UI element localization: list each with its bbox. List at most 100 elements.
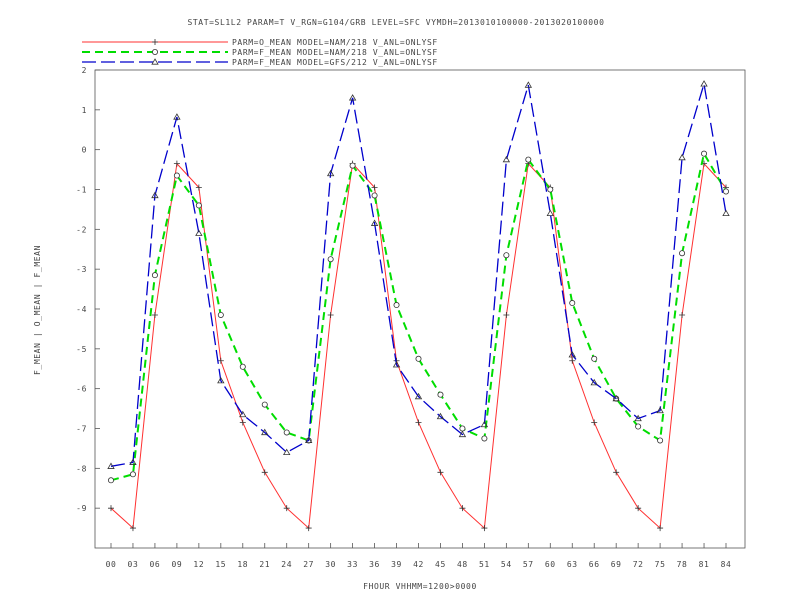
legend-entry-3: PARM=F_MEAN MODEL=GFS/212 V_ANL=ONLYSF: [82, 58, 437, 67]
data-point: [195, 184, 202, 191]
data-point: [657, 525, 664, 532]
data-point: [173, 160, 180, 167]
x-tick-label: 27: [303, 560, 314, 569]
data-point: [459, 505, 466, 512]
x-tick-label: 81: [699, 560, 710, 569]
x-tick-label: 51: [479, 560, 490, 569]
data-point: [217, 357, 224, 364]
series-line-2: [110, 150, 727, 482]
x-tick-label: 15: [215, 560, 226, 569]
data-point: [304, 436, 313, 444]
data-point: [151, 191, 159, 199]
x-tick-label: 00: [106, 560, 117, 569]
x-tick-label: 57: [523, 560, 534, 569]
y-tick-label: -3: [76, 265, 87, 274]
data-point: [656, 406, 664, 414]
data-point: [151, 311, 158, 318]
x-tick-label: 33: [347, 560, 358, 569]
data-point: [195, 202, 202, 209]
data-point: [283, 448, 291, 455]
data-point: [568, 351, 576, 358]
data-point: [502, 155, 511, 163]
data-point: [239, 410, 247, 418]
data-point: [173, 172, 180, 179]
data-point: [503, 311, 510, 318]
x-tick-label: 39: [391, 560, 402, 569]
legend-entry-2: PARM=F_MEAN MODEL=NAM/218 V_ANL=ONLYSF: [82, 48, 437, 57]
data-point: [634, 414, 642, 422]
x-axis: 00 03 06 09 12 15 18 21 24 27 30 33 36 39 42 45 48 51 54 57…: [106, 543, 732, 569]
y-tick-label: -2: [76, 225, 87, 234]
data-point: [327, 256, 334, 263]
series-line-1: [110, 162, 727, 530]
y-tick-label: 1: [82, 106, 87, 115]
series-line-3: [110, 83, 727, 467]
data-point: [591, 419, 598, 426]
x-axis-label: FHOUR VHHMM=1200>0000: [363, 582, 477, 591]
data-point: [481, 525, 488, 532]
data-point: [283, 505, 290, 512]
series-layer: [107, 80, 730, 532]
data-point: [129, 471, 136, 478]
data-point: [173, 113, 181, 120]
data-point: [436, 412, 445, 420]
x-tick-label: 48: [457, 560, 468, 569]
data-point: [415, 355, 422, 362]
data-point: [591, 355, 598, 362]
legend-label-1: PARM=O_MEAN MODEL=NAM/218 V_ANL=ONLYSF: [232, 38, 438, 47]
data-point: [349, 162, 356, 169]
series-2: [108, 150, 730, 484]
data-point: [701, 150, 708, 157]
x-tick-label: 06: [150, 560, 161, 569]
data-point: [108, 477, 115, 484]
data-point: [261, 428, 269, 436]
legend-marker-2: [151, 49, 158, 56]
y-tick-label: -4: [76, 305, 87, 314]
data-point: [525, 156, 532, 163]
x-tick-label: 63: [567, 560, 578, 569]
data-point: [217, 376, 225, 384]
x-tick-label: 42: [413, 560, 424, 569]
plot-frame: [94, 69, 746, 549]
legend-marker-3: [151, 58, 159, 65]
data-point: [613, 469, 620, 476]
data-point: [414, 392, 423, 400]
x-tick-label: 84: [721, 560, 732, 569]
x-tick-label: 21: [259, 560, 270, 569]
x-tick-label: 75: [655, 560, 666, 569]
x-tick-label: 45: [435, 560, 446, 569]
data-point: [151, 272, 158, 279]
y-tick-label: -7: [76, 425, 87, 434]
data-point: [370, 219, 379, 226]
legend-marker-1: [152, 39, 158, 45]
x-tick-label: 66: [589, 560, 600, 569]
data-point: [239, 419, 246, 426]
data-point: [722, 209, 730, 216]
x-tick-label: 12: [193, 560, 204, 569]
data-point: [524, 81, 533, 88]
data-point: [393, 302, 400, 309]
x-tick-label: 36: [369, 560, 380, 569]
y-tick-label: -6: [76, 385, 87, 394]
x-tick-label: 09: [171, 560, 182, 569]
data-point: [129, 525, 136, 532]
data-point: [305, 525, 312, 532]
data-point: [437, 391, 444, 398]
legend: PARM=O_MEAN MODEL=NAM/218 V_ANL=ONLYSF P…: [82, 38, 438, 67]
data-point: [108, 505, 114, 512]
x-tick-label: 69: [611, 560, 622, 569]
data-point: [679, 311, 686, 318]
data-point: [546, 209, 554, 216]
data-point: [612, 394, 620, 402]
data-point: [283, 429, 290, 436]
data-point: [723, 188, 730, 195]
x-tick-label: 72: [633, 560, 644, 569]
data-point: [348, 94, 357, 101]
data-point: [678, 153, 686, 161]
data-point: [107, 462, 115, 469]
data-point: [129, 458, 137, 465]
data-point: [415, 419, 422, 426]
data-point: [569, 300, 576, 307]
y-axis: 2 1 0 -1 -2 -3 -4 -5 -6 -7 -8 -9: [76, 66, 100, 513]
legend-entry-1: PARM=O_MEAN MODEL=NAM/218 V_ANL=ONLYSF: [82, 38, 438, 47]
